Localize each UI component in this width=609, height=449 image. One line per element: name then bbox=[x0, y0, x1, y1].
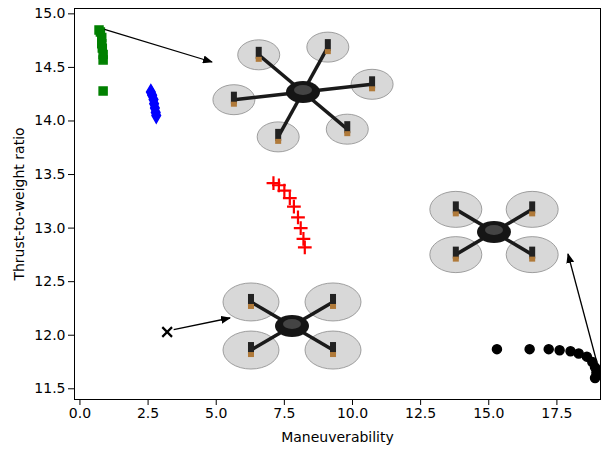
svg-text:10.0: 10.0 bbox=[337, 405, 368, 421]
svg-text:12.5: 12.5 bbox=[34, 273, 65, 289]
svg-text:12.5: 12.5 bbox=[405, 405, 436, 421]
svg-text:12.0: 12.0 bbox=[34, 327, 65, 343]
svg-text:2.5: 2.5 bbox=[137, 405, 159, 421]
svg-text:7.5: 7.5 bbox=[273, 405, 295, 421]
svg-text:17.5: 17.5 bbox=[541, 405, 572, 421]
svg-text:15.0: 15.0 bbox=[473, 405, 504, 421]
svg-text:14.5: 14.5 bbox=[34, 59, 65, 75]
svg-text:0.0: 0.0 bbox=[69, 405, 91, 421]
svg-text:11.5: 11.5 bbox=[34, 380, 65, 396]
svg-text:14.0: 14.0 bbox=[34, 112, 65, 128]
svg-text:13.0: 13.0 bbox=[34, 220, 65, 236]
svg-text:15.0: 15.0 bbox=[34, 5, 65, 21]
svg-text:13.5: 13.5 bbox=[34, 166, 65, 182]
svg-text:Maneuverability: Maneuverability bbox=[281, 429, 394, 445]
svg-text:5.0: 5.0 bbox=[205, 405, 227, 421]
svg-text:Thrust-to-weight ratio: Thrust-to-weight ratio bbox=[11, 127, 27, 281]
